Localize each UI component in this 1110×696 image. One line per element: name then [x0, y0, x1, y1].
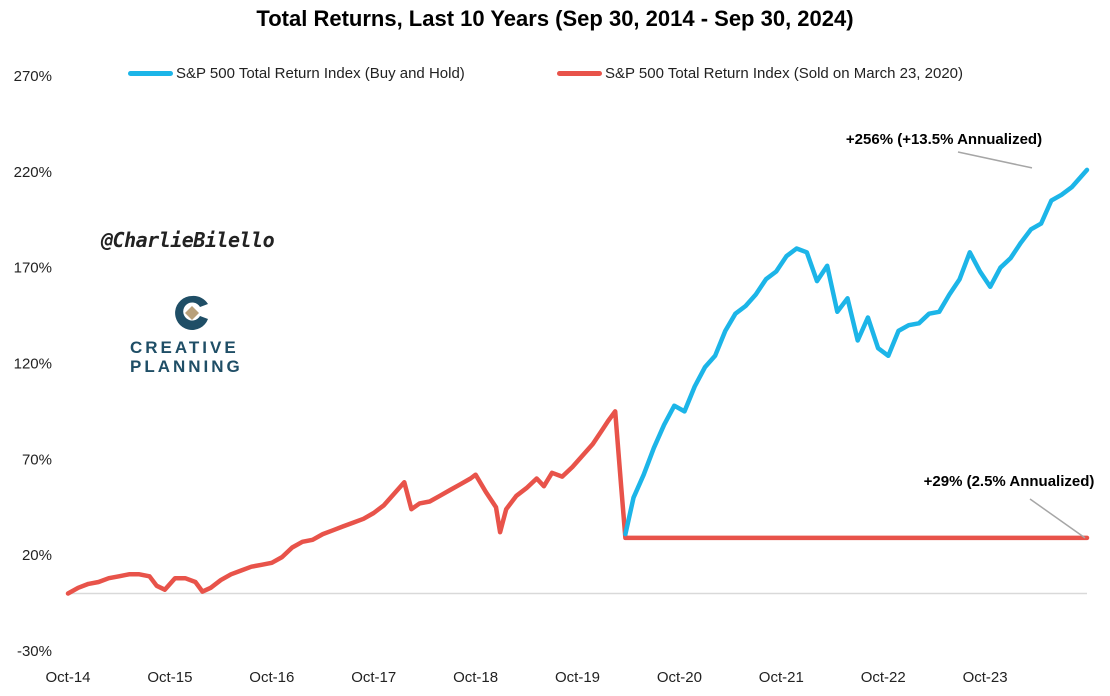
- x-tick-label: Oct-16: [249, 669, 294, 686]
- creative-planning-logo: CREATIVE PLANNING: [130, 293, 250, 383]
- x-tick-label: Oct-18: [453, 669, 498, 686]
- watermark-handle: @CharlieBilello: [101, 228, 275, 252]
- x-tick-label: Oct-22: [861, 669, 906, 686]
- x-tick-label: Oct-20: [657, 669, 702, 686]
- y-tick-label: 220%: [14, 164, 52, 181]
- x-tick-label: Oct-15: [147, 669, 192, 686]
- x-tick-label: Oct-23: [963, 669, 1008, 686]
- y-tick-label: 270%: [14, 68, 52, 85]
- annotation-leader-sold: [1029, 498, 1086, 539]
- y-tick-label: 20%: [22, 547, 52, 564]
- x-tick-label: Oct-19: [555, 669, 600, 686]
- y-tick-label: 170%: [14, 260, 52, 277]
- annotation-buy-and-hold: +256% (+13.5% Annualized): [846, 131, 1042, 148]
- annotation-sold: +29% (2.5% Annualized): [924, 473, 1095, 490]
- annotation-leader-buy-and-hold: [957, 151, 1033, 169]
- logo-mark-icon: [175, 295, 208, 330]
- logo-word-creative: CREATIVE: [130, 338, 239, 357]
- y-tick-label: -30%: [17, 643, 52, 660]
- series-line-buy-and-hold: [623, 167, 1090, 537]
- legend-label-buy-and-hold: S&P 500 Total Return Index (Buy and Hold…: [176, 64, 465, 82]
- x-tick-label: Oct-17: [351, 669, 396, 686]
- legend-label-sold: S&P 500 Total Return Index (Sold on Marc…: [605, 64, 964, 82]
- y-tick-label: 70%: [22, 451, 52, 468]
- logo-word-planning: PLANNING: [130, 357, 243, 376]
- x-tick-label: Oct-14: [45, 669, 90, 686]
- y-tick-label: 120%: [14, 356, 52, 373]
- chart-title: Total Returns, Last 10 Years (Sep 30, 20…: [256, 6, 854, 31]
- legend-swatch-buy-and-hold: [128, 70, 173, 76]
- series-line-sold: [65, 409, 1090, 596]
- legend-item-sold: S&P 500 Total Return Index (Sold on Marc…: [557, 63, 963, 83]
- x-tick-label: Oct-21: [759, 669, 804, 686]
- legend-swatch-sold: [557, 70, 602, 76]
- legend-item-buy-and-hold: S&P 500 Total Return Index (Buy and Hold…: [128, 63, 465, 83]
